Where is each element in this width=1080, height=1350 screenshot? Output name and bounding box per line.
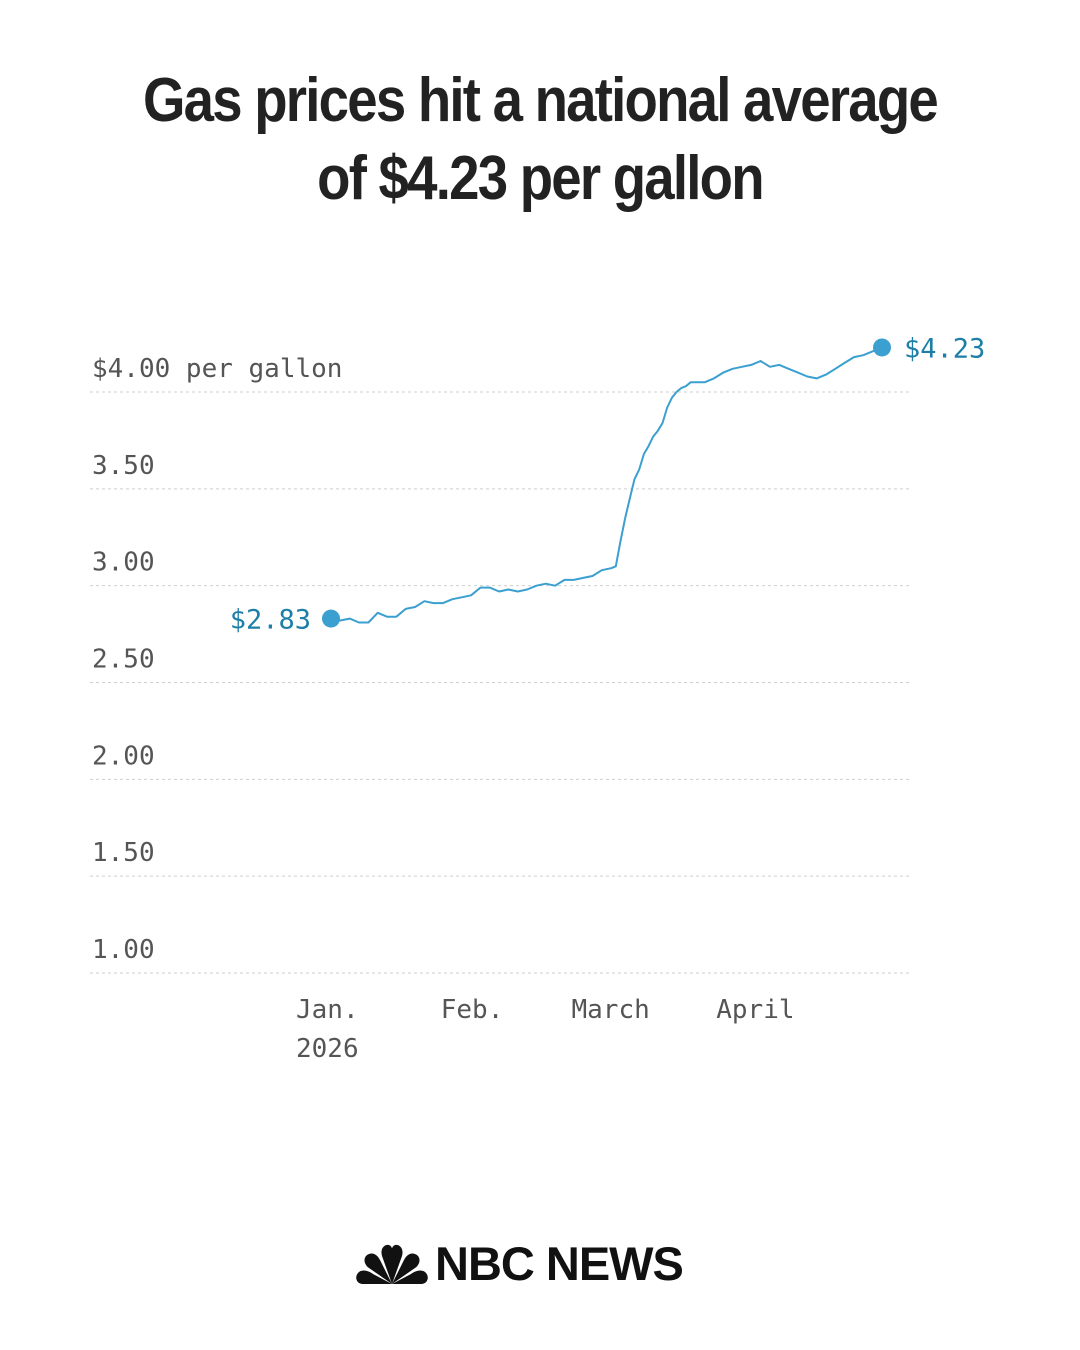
start-point-label: $2.83 — [230, 605, 311, 636]
title-line-1: Gas prices hit a national average — [142, 66, 939, 135]
x-tick-label: Feb. — [441, 995, 504, 1025]
title-line-2: of $4.23 per gallon — [317, 144, 764, 213]
x-tick-label: April — [716, 995, 794, 1025]
line-chart: $4.00 per gallon 3.50 3.00 2.50 2.00 1.50 1.00… — [90, 333, 985, 1064]
price-series-line — [330, 346, 883, 624]
y-tick-label: 3.00 — [92, 548, 155, 578]
start-point-marker — [322, 609, 340, 628]
logo-text: NBC NEWS — [435, 1236, 684, 1290]
gridlines — [90, 391, 910, 974]
y-tick-label: 1.00 — [92, 935, 155, 965]
peacock-icon — [356, 1244, 428, 1284]
nbc-news-logo: NBC NEWS — [355, 1235, 735, 1291]
end-point-label: $4.23 — [904, 333, 985, 364]
y-axis-ticks: $4.00 per gallon 3.50 3.00 2.50 2.00 1.50 1.00 — [92, 354, 342, 965]
x-axis-ticks: Jan. 2026 Feb. March April — [296, 995, 795, 1064]
y-tick-label: $4.00 per gallon — [92, 354, 342, 384]
y-tick-label: 2.50 — [92, 645, 155, 675]
chart-title: Gas prices hit a national average of $4.… — [100, 62, 980, 218]
y-tick-label: 1.50 — [92, 838, 155, 868]
x-tick-label: March — [572, 995, 650, 1025]
y-tick-label: 2.00 — [92, 741, 155, 771]
y-tick-label: 3.50 — [92, 451, 155, 481]
x-tick-label: Jan. — [296, 995, 359, 1025]
end-point-marker — [873, 338, 891, 357]
x-tick-year-label: 2026 — [296, 1034, 359, 1064]
